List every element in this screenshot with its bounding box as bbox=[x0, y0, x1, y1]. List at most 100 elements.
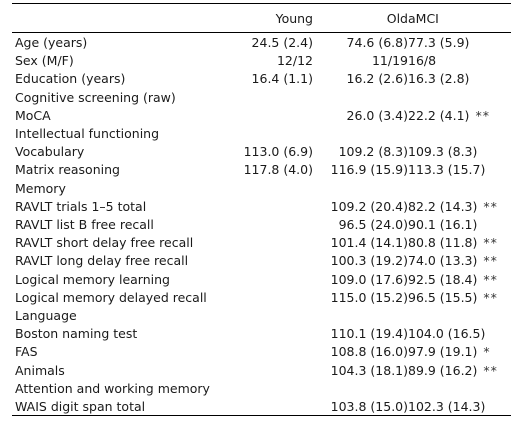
amci-cell: 96.5 (15.5) ** bbox=[408, 289, 508, 307]
amci-cell: 22.2 (4.1) ** bbox=[408, 107, 508, 125]
old-value: 108.8 (16.0) bbox=[330, 344, 408, 360]
table-row: RAVLT long delay free recall 100.3 (19.2)… bbox=[15, 252, 508, 270]
table-row: FAS 108.8 (16.0) 97.9 (19.1) * bbox=[15, 343, 508, 361]
table-row: Animals 104.3 (18.1) 89.9 (16.2) ** bbox=[15, 362, 508, 380]
old-value: 104.3 (18.1) bbox=[330, 362, 408, 378]
amci-cell: 16/8 bbox=[408, 52, 508, 70]
old-value: 74.6 (6.8) bbox=[346, 35, 408, 50]
amci-cell: 90.1 (16.1) bbox=[408, 216, 508, 234]
table-row: Logical memory learning 109.0 (17.6) 92.5 … bbox=[15, 271, 508, 289]
amci-cell: 89.9 (16.2) ** bbox=[408, 362, 508, 380]
row-label: Logical memory delayed recall bbox=[15, 289, 207, 305]
row-label: RAVLT trials 1–5 total bbox=[15, 198, 147, 214]
amci-cell: 102.3 (14.3) bbox=[408, 398, 508, 416]
amci-value: 22.2 (4.1) bbox=[408, 107, 470, 123]
row-label: Matrix reasoning bbox=[15, 162, 120, 178]
amci-value: 102.3 (14.3) bbox=[408, 399, 486, 415]
significance-marker: ** bbox=[483, 271, 498, 287]
table-row: Age (years) 24.5 (2.4) 74.6 (6.8) 77.3 (5.9… bbox=[15, 34, 508, 52]
young-value bbox=[230, 362, 313, 380]
amci-value: 82.2 (14.3) bbox=[408, 198, 478, 214]
young-value bbox=[230, 325, 313, 343]
amci-value: 90.1 (16.1) bbox=[408, 217, 478, 233]
old-value: 100.3 (19.2) bbox=[330, 253, 408, 269]
table-row: RAVLT short delay free recall 101.4 (14.1… bbox=[15, 234, 508, 252]
header-rule bbox=[12, 32, 511, 33]
amci-value: 16/8 bbox=[408, 53, 437, 69]
young-value bbox=[230, 252, 313, 270]
significance-marker: ** bbox=[483, 289, 498, 305]
table-row: RAVLT trials 1–5 total 109.2 (20.4) 82.2 (… bbox=[15, 198, 508, 216]
section-row: Memory bbox=[15, 180, 508, 198]
table-body: Age (years) 24.5 (2.4) 74.6 (6.8) 77.3 (5.9… bbox=[15, 34, 508, 416]
section-heading: Attention and working memory bbox=[15, 380, 210, 396]
section-heading: Language bbox=[15, 308, 77, 324]
young-value: 117.8 (4.0) bbox=[243, 162, 313, 178]
row-label: RAVLT list B free recall bbox=[15, 217, 154, 233]
section-heading: Cognitive screening (raw) bbox=[15, 89, 176, 105]
amci-value: 77.3 (5.9) bbox=[408, 35, 470, 50]
old-value: 11/19 bbox=[371, 53, 408, 69]
amci-value: 113.3 (15.7) bbox=[408, 162, 486, 178]
old-value: 96.5 (24.0) bbox=[338, 217, 408, 233]
amci-value: 80.8 (11.8) bbox=[408, 235, 478, 251]
young-value bbox=[230, 343, 313, 361]
row-label: FAS bbox=[15, 344, 38, 360]
old-value: 103.8 (15.0) bbox=[330, 399, 408, 415]
amci-value: 89.9 (16.2) bbox=[408, 362, 478, 378]
row-label: Boston naming test bbox=[15, 326, 138, 342]
amci-cell: 77.3 (5.9) bbox=[408, 34, 508, 52]
amci-value: 96.5 (15.5) bbox=[408, 289, 478, 305]
demographics-table: Young Old aMCI Age (years) 24.5 (2.4) 74.6… bbox=[15, 9, 508, 416]
young-value bbox=[230, 271, 313, 289]
amci-cell: 80.8 (11.8) ** bbox=[408, 234, 508, 252]
row-label: MoCA bbox=[15, 107, 51, 123]
amci-cell: 109.3 (8.3) bbox=[408, 143, 508, 161]
table-row: Logical memory delayed recall 115.0 (15.2… bbox=[15, 289, 508, 307]
young-value bbox=[230, 234, 313, 252]
significance-marker: * bbox=[483, 344, 491, 360]
significance-marker: ** bbox=[475, 107, 490, 123]
row-label: Logical memory learning bbox=[15, 271, 170, 287]
old-value: 16.2 (2.6) bbox=[346, 71, 408, 87]
young-value bbox=[230, 216, 313, 234]
young-value bbox=[230, 198, 313, 216]
amci-cell: 92.5 (18.4) ** bbox=[408, 271, 508, 289]
header-row: Young Old aMCI bbox=[15, 9, 508, 29]
header-old: Old bbox=[386, 11, 408, 26]
row-label: Education (years) bbox=[15, 71, 126, 87]
young-value: 12/12 bbox=[276, 53, 313, 69]
young-value bbox=[230, 398, 313, 416]
amci-cell: 82.2 (14.3) ** bbox=[408, 198, 508, 216]
table-row: Boston naming test 110.1 (19.4) 104.0 (16.… bbox=[15, 325, 508, 343]
table-row: Education (years) 16.4 (1.1) 16.2 (2.6) 16.… bbox=[15, 70, 508, 88]
row-label: RAVLT long delay free recall bbox=[15, 253, 189, 269]
row-label: WAIS digit span total bbox=[15, 399, 146, 415]
amci-cell: 97.9 (19.1) * bbox=[408, 343, 508, 361]
old-value: 101.4 (14.1) bbox=[330, 235, 408, 251]
amci-value: 16.3 (2.8) bbox=[408, 71, 470, 87]
young-value bbox=[230, 289, 313, 307]
table-row: Sex (M/F) 12/12 11/19 16/8 bbox=[15, 52, 508, 70]
old-value: 116.9 (15.9) bbox=[330, 162, 408, 178]
section-heading: Intellectual functioning bbox=[15, 126, 160, 142]
amci-cell: 113.3 (15.7) bbox=[408, 161, 508, 179]
amci-value: 92.5 (18.4) bbox=[408, 271, 478, 287]
section-row: Language bbox=[15, 307, 508, 325]
table-row: Vocabulary 113.0 (6.9) 109.2 (8.3) 109.3 (8… bbox=[15, 143, 508, 161]
table-row: MoCA 26.0 (3.4) 22.2 (4.1) ** bbox=[15, 107, 508, 125]
section-heading: Memory bbox=[15, 180, 66, 196]
section-row: Cognitive screening (raw) bbox=[15, 89, 508, 107]
significance-marker: ** bbox=[483, 362, 498, 378]
amci-value: 109.3 (8.3) bbox=[408, 144, 478, 160]
amci-value: 74.0 (13.3) bbox=[408, 253, 478, 269]
table-row: RAVLT list B free recall 96.5 (24.0) 90.1 … bbox=[15, 216, 508, 234]
bottom-rule bbox=[12, 415, 511, 416]
top-rule bbox=[12, 3, 511, 4]
young-value: 16.4 (1.1) bbox=[251, 71, 313, 87]
old-value: 110.1 (19.4) bbox=[330, 326, 408, 342]
amci-value: 104.0 (16.5) bbox=[408, 326, 486, 342]
table-row: Matrix reasoning 117.8 (4.0) 116.9 (15.9) 1… bbox=[15, 161, 508, 179]
row-label: Age (years) bbox=[15, 35, 88, 50]
